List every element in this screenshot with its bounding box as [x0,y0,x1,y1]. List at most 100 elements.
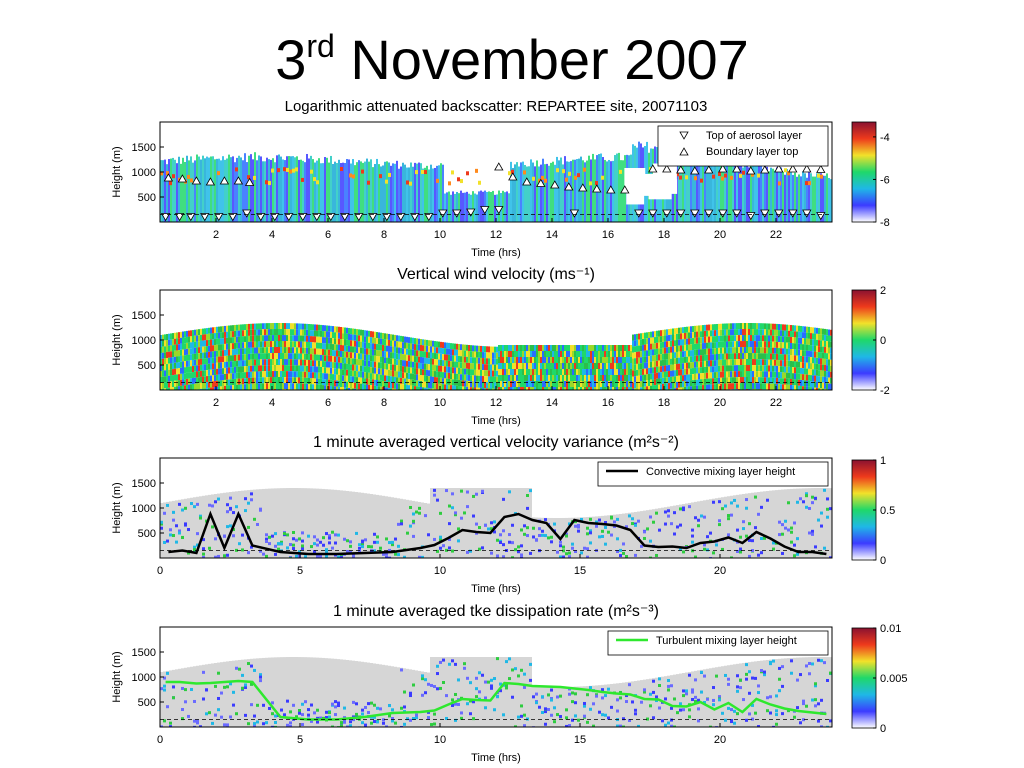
colorbar-tick-label: -6 [880,174,890,186]
y-tick-label: 1000 [132,672,156,684]
x-tick-label: 18 [658,229,670,241]
x-tick-label: 10 [434,565,446,577]
x-tick-label: 14 [546,229,558,241]
aerosol-top-marker [704,209,714,218]
boundary-layer-marker [205,177,216,186]
x-tick-label: 22 [770,229,782,241]
colorbar-tick-label: -8 [880,217,890,229]
aerosol-top-marker [256,213,266,222]
colorbar [851,459,877,561]
x-tick-label: 12 [490,397,502,409]
x-tick-label: 6 [325,229,331,241]
aerosol-top-marker [676,209,686,218]
boundary-layer-marker [233,176,244,185]
title-date-rest: November 2007 [350,28,749,91]
colorbar-tick-label: 0.01 [880,623,901,635]
legend-marker-down-icon [679,131,689,140]
legend-box [607,630,829,656]
y-tick-label: 500 [138,360,156,372]
legend-entry-label: Convective mixing layer height [646,466,795,478]
boundary-layer-marker [662,164,672,173]
legend-box [597,461,829,487]
x-tick-label: 5 [297,734,303,746]
x-tick-label: 2 [213,229,219,241]
boundary-layer-marker [244,177,255,186]
boundary-layer-marker [760,165,770,174]
x-tick-label: 6 [325,397,331,409]
series-line [168,510,827,556]
aerosol-top-marker [382,213,392,222]
y-tick-label: 1500 [132,142,156,154]
data-field [160,488,832,558]
x-tick-label: 16 [602,229,614,241]
colorbar-tick-label: -4 [880,132,890,144]
aerosol-top-marker [396,213,406,222]
aerosol-top-marker [760,209,770,218]
boundary-layer-marker [718,164,728,173]
boundary-layer-marker [564,182,574,191]
colorbar-tick-label: -2 [880,385,890,397]
aerosol-top-marker [228,213,238,222]
boundary-layer-marker [177,174,188,183]
y-tick-label: 1000 [132,503,156,515]
aerosol-top-marker [160,213,171,222]
chart-title: 1 minute averaged vertical velocity vari… [313,434,679,451]
aerosol-top-marker [662,209,672,218]
colorbar [851,121,877,223]
aerosol-top-marker [732,209,742,218]
series-line [165,679,827,721]
aerosol-top-marker [174,213,185,222]
boundary-layer-marker [704,165,714,174]
slide-title: 3rd November 2007 [0,28,1024,92]
x-tick-label: 8 [381,229,387,241]
x-tick-label: 0 [157,565,163,577]
boundary-layer-marker [802,164,812,173]
chart-title: Logarithmic attenuated backscatter: REPA… [285,98,708,115]
aerosol-top-marker [284,213,294,222]
boundary-layer-marker [606,185,616,194]
x-tick-label: 0 [157,734,163,746]
x-tick-label: 15 [574,565,586,577]
data-field [160,141,832,222]
x-tick-label: 10 [434,397,446,409]
x-axis-label: Time (hrs) [471,752,521,764]
y-axis-label: Height (m) [111,482,123,533]
x-tick-label: 5 [297,565,303,577]
aerosol-top-marker [200,213,210,222]
aerosol-top-marker [774,209,784,218]
x-tick-label: 10 [434,229,446,241]
legend-entry-label: Turbulent mixing layer height [656,635,797,647]
y-tick-label: 500 [138,697,156,709]
chart-title: Vertical wind velocity (ms⁻¹) [397,266,595,283]
aerosol-top-marker [368,213,378,222]
aerosol-top-marker [326,213,336,222]
x-tick-label: 2 [213,397,219,409]
boundary-layer-marker [816,164,826,173]
colorbar-tick-label: 0 [880,723,886,735]
y-tick-label: 1500 [132,478,156,490]
boundary-layer-marker [494,162,504,171]
legend-marker-up-icon [679,147,689,156]
aerosol-top-marker [298,213,308,222]
aerosol-top-marker [186,213,196,222]
boundary-layer-marker [219,176,230,185]
colorbar [851,627,877,729]
colorbar-tick-label: 0.5 [880,505,895,517]
aerosol-top-marker [452,209,462,218]
aerosol-top-marker [648,209,658,218]
aerosol-top-marker [494,206,504,215]
colorbar-tick-label: 1 [880,455,886,467]
boundary-layer-marker [592,184,602,193]
colorbar-tick-label: 0 [880,555,886,567]
aerosol-top-marker [690,209,700,218]
aerosol-top-marker [466,208,476,217]
x-tick-label: 8 [381,397,387,409]
y-axis-label: Height (m) [111,314,123,365]
boundary-layer-marker [774,164,784,173]
aerosol-top-marker [788,209,798,218]
boundary-layer-marker [163,173,174,182]
x-tick-label: 16 [602,397,614,409]
boundary-layer-marker [788,164,798,173]
x-tick-label: 4 [269,397,275,409]
aerosol-top-marker [718,209,728,218]
